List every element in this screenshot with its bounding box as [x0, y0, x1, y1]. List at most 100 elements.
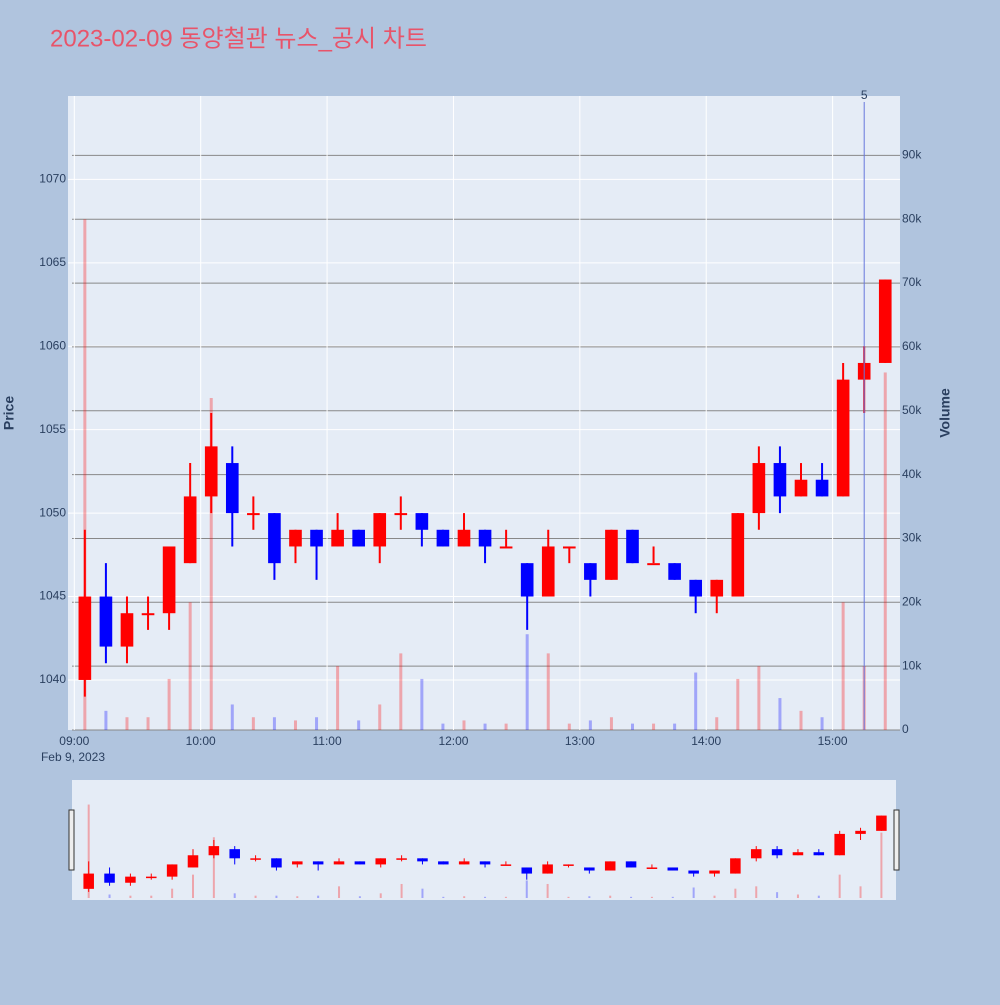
volume-bar [630, 723, 634, 730]
candle-body [141, 613, 155, 616]
volume-bar [293, 720, 297, 730]
mini-candle-body [688, 870, 699, 874]
volume-bar [125, 717, 129, 730]
candle-body [394, 513, 408, 516]
candle-body [289, 529, 302, 547]
volume-bar [462, 720, 466, 730]
volume-bar [483, 723, 487, 730]
volume-bar [504, 723, 508, 730]
y2-tick-label: 80k [902, 211, 922, 225]
volume-bar [83, 219, 87, 730]
candle-body [436, 529, 450, 547]
mini-candle-body [709, 870, 720, 874]
volume-bar [694, 672, 698, 730]
y2-axis-title: Volume [937, 388, 953, 438]
y2-tick-label: 50k [902, 403, 922, 417]
mini-volume-bar [87, 804, 90, 898]
mini-candle-body [125, 876, 136, 883]
mini-candle-body [438, 861, 449, 865]
volume-bar [441, 723, 445, 730]
candle-body [204, 446, 218, 497]
y-tick-label: 1045 [39, 589, 66, 603]
mini-candle-body [229, 849, 240, 859]
mini-candle-body [146, 876, 157, 879]
candle-body [815, 479, 829, 497]
y-tick-label: 1065 [39, 255, 66, 269]
y2-tick-label: 90k [902, 148, 922, 162]
volume-bar [336, 666, 340, 730]
mini-volume-bar [567, 896, 570, 898]
mini-volume-bar [838, 874, 841, 898]
volume-bar [315, 717, 319, 730]
mini-candle-body [813, 852, 825, 856]
volume-bar [652, 723, 656, 730]
mini-volume-bar [379, 893, 382, 898]
volume-bar [567, 723, 571, 730]
volume-bar [357, 720, 361, 730]
volume-bar [146, 717, 150, 730]
volume-bar [883, 372, 887, 730]
mini-candle-body [750, 849, 762, 859]
candle-body [268, 513, 281, 564]
y-tick-label: 1055 [39, 422, 66, 436]
mini-candle-body [604, 861, 616, 871]
mini-volume-bar [338, 886, 341, 898]
mini-candle-body [458, 861, 470, 865]
mini-volume-bar [442, 896, 445, 898]
candle-body [225, 463, 239, 514]
mini-volume-bar [171, 888, 174, 898]
candle-body [752, 463, 766, 514]
range-handle-left[interactable] [68, 809, 75, 871]
mini-volume-bar [484, 896, 487, 898]
candle-body [731, 513, 745, 597]
volume-bar [841, 602, 845, 730]
mini-volume-bar [296, 896, 299, 898]
range-slider[interactable] [72, 780, 896, 900]
mini-candle-body [563, 864, 574, 866]
mini-candle-body [104, 873, 115, 883]
plot-area [68, 96, 900, 730]
candle-body [78, 596, 92, 680]
mini-candle-body [292, 861, 303, 865]
candle-body [352, 529, 365, 547]
mini-candle-body [792, 852, 804, 856]
y-tick-label: 1050 [39, 505, 66, 519]
volume-bar [757, 666, 761, 730]
mini-volume-bar [191, 874, 194, 898]
mini-volume-bar [630, 896, 633, 898]
mini-volume-bar [776, 892, 779, 898]
mini-candle-body [771, 849, 783, 856]
annotation-text: 5 [861, 88, 868, 102]
mini-candle-body [834, 833, 845, 856]
y-tick-label: 1040 [39, 672, 66, 686]
mini-candle-body [166, 864, 178, 877]
x-tick-label: 11:00 [313, 734, 342, 748]
mini-candle-body [250, 858, 261, 860]
range-handle-right[interactable] [893, 809, 900, 871]
y-tick-label: 1070 [39, 172, 66, 186]
mini-volume-bar [546, 883, 549, 898]
volume-bar [778, 698, 782, 730]
x-tick-label: 13:00 [565, 734, 595, 748]
x-tick-label: 12:00 [438, 734, 468, 748]
mini-candle-body [312, 861, 324, 865]
mini-candle-body [500, 864, 512, 866]
volume-bar [167, 678, 171, 730]
x-tick-label: 15:00 [818, 734, 848, 748]
mini-volume-bar [504, 896, 507, 898]
mini-candle-body [187, 855, 199, 868]
mini-volume-bar [275, 895, 278, 898]
candle-body [626, 529, 639, 564]
mini-candle-body [479, 861, 491, 865]
candle-body [373, 513, 387, 547]
x-date-label: Feb 9, 2023 [41, 750, 105, 764]
candle-body [605, 529, 618, 580]
y-axis-title: Price [1, 396, 17, 430]
candle-body [415, 513, 429, 530]
y2-tick-label: 10k [902, 658, 922, 672]
candle-body [773, 463, 787, 497]
chart-title: 2023-02-09 동양철관 뉴스_공시 차트 [50, 25, 427, 52]
mini-volume-bar [212, 837, 215, 898]
volume-bar [209, 397, 213, 730]
candle-body [120, 613, 134, 647]
